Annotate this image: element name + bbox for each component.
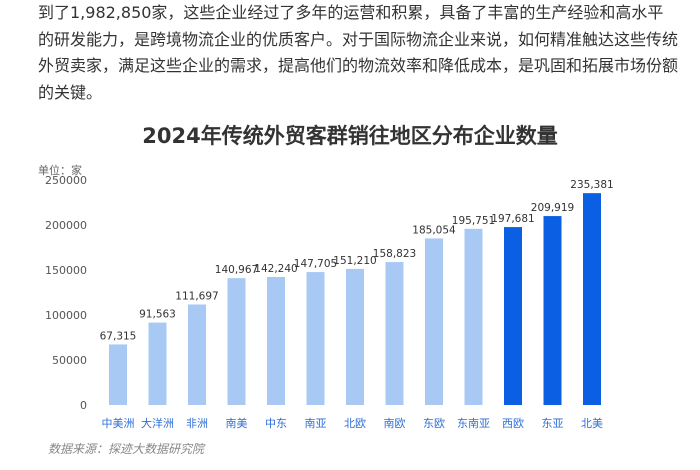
y-tick-label: 0 [80,399,87,412]
y-tick-label: 50000 [52,354,87,367]
y-tick-label: 200000 [45,219,87,232]
data-label: 142,240 [254,263,297,275]
x-tick-label: 南美 [226,417,248,430]
x-tick-label: 东亚 [542,417,564,430]
x-tick-label: 西欧 [502,417,524,430]
x-tick-label: 大洋洲 [141,416,174,430]
y-tick-label: 150000 [45,264,87,277]
bar [306,272,325,405]
bar [385,262,404,405]
data-label: 185,054 [412,224,456,236]
data-label: 235,381 [570,179,613,191]
bar [543,216,562,405]
data-label: 111,697 [175,290,218,302]
bar [109,344,127,405]
data-source: 数据来源：探迹大数据研究院 [48,442,205,456]
data-label: 147,705 [294,258,337,270]
data-label: 67,315 [100,330,137,342]
y-tick-label: 100000 [45,309,87,322]
x-tick-label: 南亚 [305,417,327,430]
x-tick-label: 东欧 [423,417,445,430]
x-tick-label: 中美洲 [102,417,135,430]
data-label: 151,210 [333,255,376,267]
bar [346,268,364,405]
data-label: 158,823 [373,248,416,260]
x-tick-label: 南欧 [384,417,406,430]
data-label: 91,563 [139,309,176,321]
bar [188,304,206,405]
bar [227,278,246,405]
data-label: 140,967 [215,264,258,276]
bar [148,322,167,405]
unit-label: 单位：家 [38,164,82,177]
x-tick-label: 东南亚 [457,417,490,430]
bar [425,238,443,405]
bar [464,228,483,405]
data-label: 197,681 [491,213,534,225]
x-tick-label: 北欧 [344,417,366,430]
data-label: 195,751 [452,215,495,227]
y-tick-label: 250000 [45,174,87,187]
x-tick-label: 非洲 [186,417,208,430]
chart-title: 2024年传统外贸客群销往地区分布企业数量 [142,124,558,148]
data-label: 209,919 [531,202,574,214]
bar [267,276,285,405]
bar [583,193,601,405]
x-tick-label: 中东 [265,417,287,430]
x-tick-label: 北美 [581,417,603,430]
bar [504,227,522,405]
article-paragraph: 到了1,982,850家，这些企业经过了多年的运营和积累，具备了丰富的生产经验和… [38,3,679,102]
